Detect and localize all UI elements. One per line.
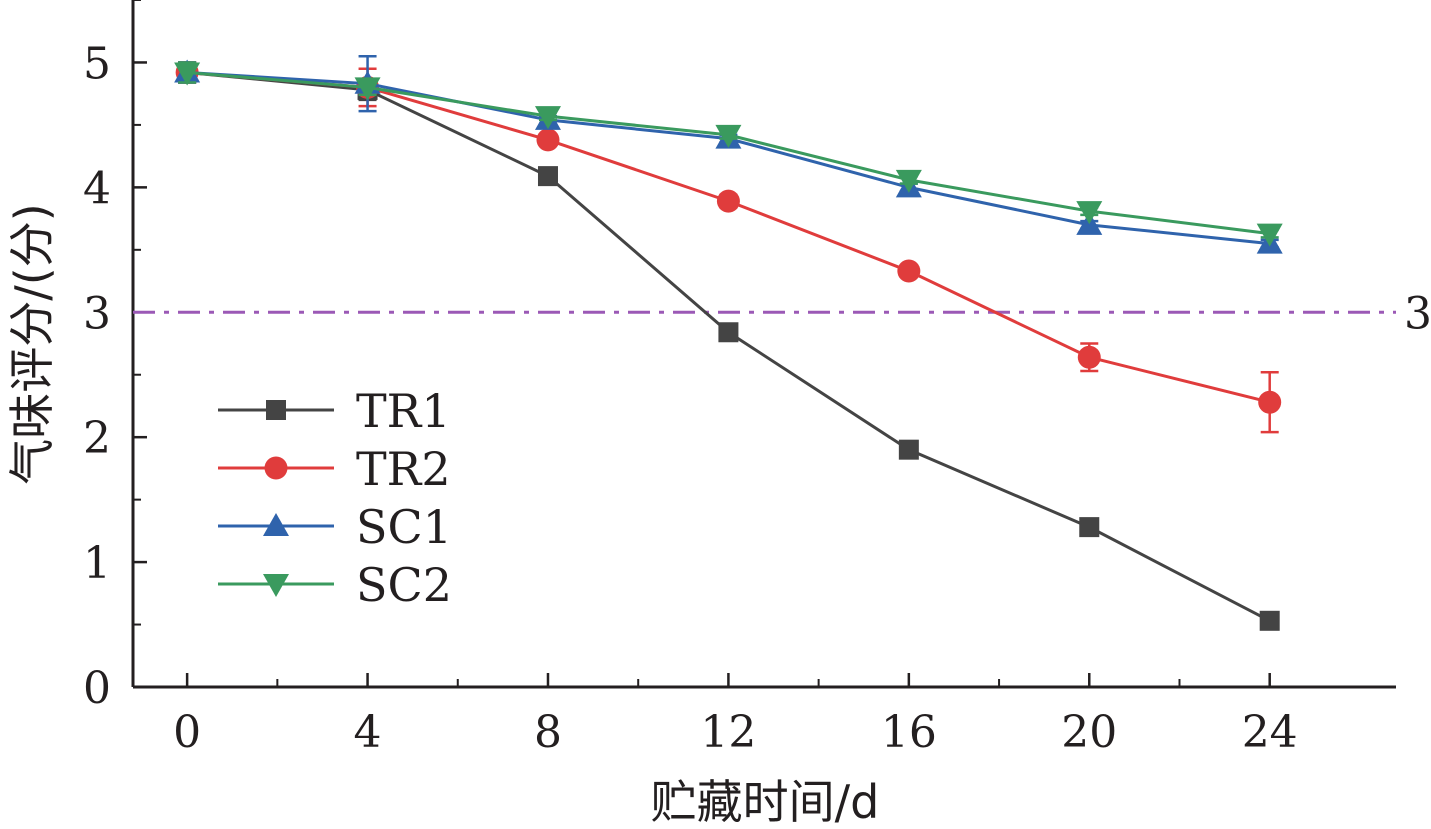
data-point-tr2 [897,259,921,283]
legend-label-sc1: SC1 [356,500,452,554]
series-line-tr2 [187,70,1271,404]
legend-item-tr1: TR1 [218,384,451,438]
y-tick-label: 0 [83,663,111,714]
data-point-sc2 [715,124,742,148]
legend-marker-sc1 [263,513,289,536]
x-tick-label: 0 [173,707,201,758]
data-point-tr2 [1258,390,1282,414]
series-group [174,54,1283,631]
legend-label-tr2: TR2 [356,442,451,496]
data-point-tr1 [718,322,739,343]
legend-marker-tr2 [264,456,288,480]
series-sc2 [174,61,1283,247]
data-point-sc2 [534,106,561,130]
reference-line-label: 3 [1404,288,1431,339]
series-tr2 [175,60,1282,434]
data-point-sc2 [895,169,922,193]
legend-marker-sc2 [263,574,289,597]
x-tick-label: 4 [354,707,382,758]
data-point-tr1 [898,439,919,460]
legend-item-sc1: SC1 [218,500,452,554]
data-point-tr2 [536,128,560,152]
y-axis-title: 气味评分/(分) [5,203,59,484]
series-line-tr1 [186,70,1271,623]
data-point-tr1 [1079,517,1100,538]
x-tick-label: 24 [1242,707,1298,758]
data-point-tr2 [1077,345,1101,369]
legend-label-sc2: SC2 [356,558,452,612]
y-tick-label: 3 [83,288,111,339]
y-tick-label: 5 [83,38,111,89]
y-tick-label: 1 [83,538,111,589]
reference-line-group: 3 [133,288,1431,339]
legend-marker-tr1 [266,400,286,420]
data-point-sc2 [1076,201,1103,225]
data-point-sc2 [354,77,381,101]
x-tick-label: 12 [700,707,756,758]
data-point-sc2 [174,62,201,86]
legend-label-tr1: TR1 [356,384,451,438]
y-tick-label: 4 [83,163,111,214]
series-line-sc1 [187,70,1270,246]
legend-item-sc2: SC2 [218,558,452,612]
x-tick-label: 16 [881,707,937,758]
legend-item-tr2: TR2 [218,442,451,496]
data-point-tr1 [537,166,558,187]
data-point-tr1 [1259,610,1280,631]
data-point-sc2 [1256,223,1283,247]
x-tick-label: 20 [1061,707,1117,758]
data-point-tr2 [716,189,740,213]
y-tick-label: 2 [83,413,111,464]
x-axis-title: 贮藏时间/d [651,775,880,829]
x-tick-label: 8 [534,707,562,758]
